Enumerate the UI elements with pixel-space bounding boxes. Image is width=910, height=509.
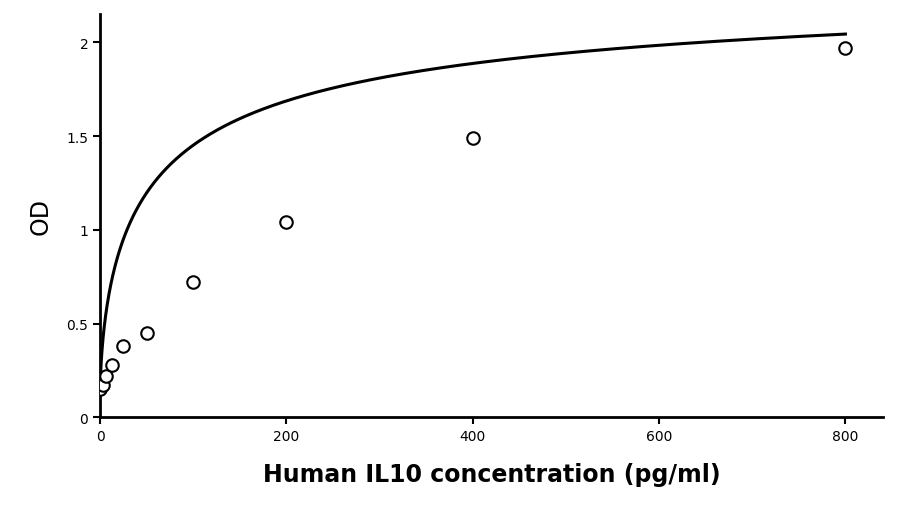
Point bbox=[139, 329, 154, 337]
Point bbox=[98, 372, 113, 380]
Point bbox=[96, 382, 110, 390]
Point bbox=[466, 135, 480, 143]
X-axis label: Human IL10 concentration (pg/ml): Human IL10 concentration (pg/ml) bbox=[263, 463, 720, 487]
Point bbox=[186, 278, 200, 287]
Point bbox=[838, 45, 853, 53]
Point bbox=[116, 342, 131, 350]
Point bbox=[93, 385, 107, 393]
Point bbox=[279, 219, 294, 227]
Y-axis label: OD: OD bbox=[28, 198, 53, 235]
Point bbox=[105, 361, 119, 369]
